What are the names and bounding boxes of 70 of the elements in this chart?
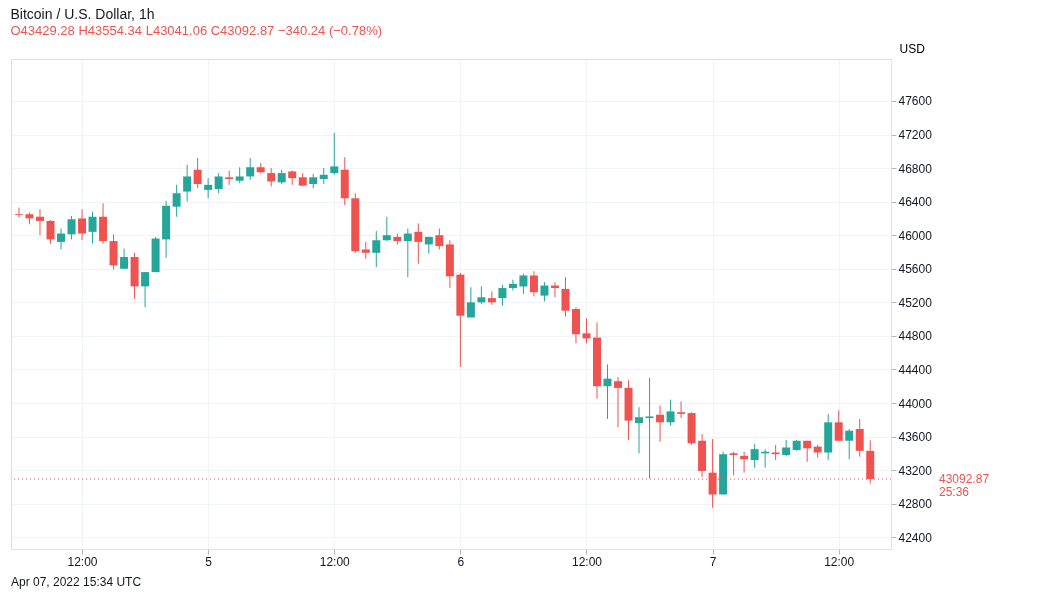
candlestick [677,400,686,419]
x-tick-label: 7 [709,554,717,569]
chart-title: Bitcoin / U.S. Dollar, 1h [10,6,155,22]
candlestick [330,132,339,176]
y-tick-label: 44400 [898,362,933,377]
candlestick [656,405,665,443]
y-tick-label: 42800 [898,497,933,512]
text: Apr 07, 2022 15:34 UTC [11,575,142,589]
candlestick [614,376,623,428]
candlestick [57,227,66,250]
candlestick [750,443,759,469]
candlestick [172,184,181,218]
candlestick [141,271,150,308]
x-tick-label: 12:00 [571,554,603,569]
candlestick [540,281,549,302]
candlestick [466,286,475,318]
candlestick [529,270,538,297]
y-tick-label: 46400 [898,195,933,210]
candlestick [498,284,507,307]
candlestick [246,157,255,181]
candlestick [214,172,223,194]
y-tick-label: 46000 [898,228,933,243]
candlestick [88,211,97,245]
candlestick [834,410,843,442]
candlestick [372,230,381,268]
x-tick-label: 12:00 [824,554,855,569]
x-tick-label: 6 [457,554,465,569]
y-tick-label: 43600 [898,430,933,445]
y-axis-title: USD [899,41,926,56]
y-tick-label: 44800 [898,329,933,344]
candlestick [845,428,854,460]
candlestick [414,222,423,265]
y-tick-label: 45200 [898,295,933,310]
candlestick [36,208,44,236]
candlestick [267,167,276,188]
candlestick [729,451,738,476]
x-tick-label: 5 [205,554,213,569]
x-tick-label: 12:00 [319,554,351,569]
y-tick-label: 43200 [898,463,933,478]
candlestick [487,290,496,306]
y-tick-label: 47600 [898,94,933,109]
y-tick-label: 42400 [898,530,933,545]
candlestick [204,177,213,199]
candlestick [635,406,644,454]
y-tick-label: 45600 [898,262,933,277]
candlestick [403,227,412,278]
y-tick-label: 47200 [898,128,933,143]
candlestick [508,279,517,292]
y-tick-label: 46800 [898,161,933,176]
candlestick [78,208,87,241]
x-tick-label: 12:00 [67,554,98,569]
candlestick [645,377,654,480]
y-tick-label: 44000 [898,396,933,411]
ref-line-label: 43092.87 [939,472,990,487]
candlestick [855,418,864,458]
candlestick [67,215,76,240]
candlestick [46,219,55,245]
candlestick [666,399,675,427]
candlestick [382,216,391,242]
text: 25:36 [939,485,970,500]
chart-subtitle: O43429.28 H43554.34 L43041.06 C43092.87 −340.24 (−0.78%) [10,23,383,38]
candlestick [193,157,202,189]
candlestick [183,164,192,203]
candlestick [519,273,528,295]
candlestick [603,363,612,420]
candlestick [14,207,23,219]
candlestick [582,317,591,344]
candlestick [561,276,570,318]
candlestick [435,227,444,250]
candlestick [120,248,129,270]
